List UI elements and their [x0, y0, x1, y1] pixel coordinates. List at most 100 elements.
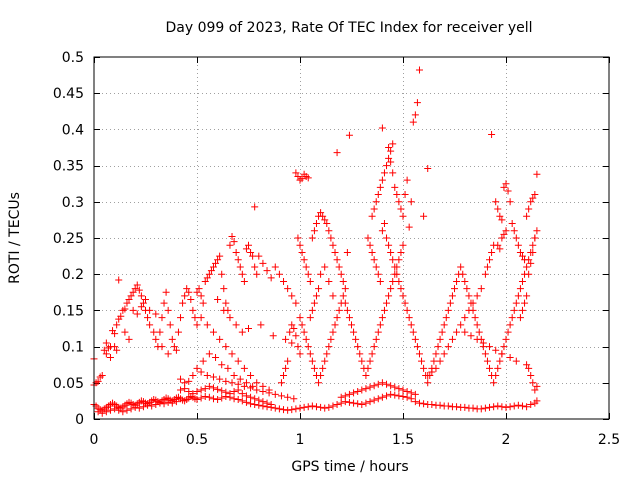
data-point [280, 277, 288, 285]
data-point [131, 403, 139, 411]
data-point [372, 263, 380, 271]
data-point [383, 234, 391, 242]
data-point [461, 403, 469, 411]
data-point [399, 393, 407, 401]
data-point [473, 335, 481, 343]
data-point [479, 339, 487, 347]
data-point [144, 401, 152, 409]
data-point [312, 403, 320, 411]
data-point [133, 310, 141, 318]
data-point [242, 392, 250, 400]
data-point [463, 285, 471, 293]
chart-title: Day 099 of 2023, Rate Of TEC Index for r… [165, 20, 532, 36]
data-point [516, 314, 524, 322]
data-point [397, 205, 405, 213]
data-point [292, 169, 300, 177]
data-point [358, 357, 366, 365]
data-point [356, 350, 364, 358]
data-point [378, 393, 386, 401]
data-point [492, 346, 500, 354]
data-point [125, 296, 133, 304]
data-point [514, 401, 522, 409]
data-point [94, 408, 102, 416]
data-point [345, 131, 353, 139]
data-point [106, 406, 114, 414]
data-point [358, 401, 366, 409]
data-point [209, 263, 217, 271]
data-point [164, 350, 172, 358]
data-point [354, 387, 362, 395]
data-point [531, 234, 539, 242]
data-point [288, 292, 296, 300]
data-point [424, 164, 432, 172]
data-point [343, 248, 351, 256]
data-point [395, 277, 403, 285]
data-point [393, 191, 401, 199]
data-point [418, 357, 426, 365]
data-point [259, 387, 267, 395]
data-point [430, 357, 438, 365]
data-point [331, 248, 339, 256]
data-point [453, 328, 461, 336]
data-point [325, 277, 333, 285]
data-point [312, 292, 320, 300]
data-point [525, 364, 533, 372]
data-point [533, 382, 541, 390]
data-point [527, 198, 535, 206]
data-point [304, 174, 312, 182]
data-point [504, 328, 512, 336]
data-point [139, 299, 147, 307]
data-point [181, 385, 189, 393]
data-point [234, 386, 242, 394]
data-point [98, 409, 106, 417]
data-point [486, 256, 494, 264]
data-point [189, 390, 197, 398]
data-point [321, 404, 329, 412]
data-point [502, 227, 510, 235]
data-point [461, 328, 469, 336]
data-point [238, 270, 246, 278]
data-point [205, 350, 213, 358]
data-point [391, 383, 399, 391]
data-point [510, 402, 518, 410]
data-point [378, 176, 386, 184]
data-point [203, 321, 211, 329]
data-point [280, 372, 288, 380]
data-point [222, 388, 230, 396]
data-point [444, 306, 452, 314]
data-point [486, 403, 494, 411]
data-point [205, 393, 213, 401]
data-point [370, 205, 378, 213]
data-point [512, 299, 520, 307]
data-point [300, 403, 308, 411]
data-point [383, 380, 391, 388]
data-point [411, 390, 419, 398]
data-point [306, 314, 314, 322]
data-point [317, 209, 325, 217]
data-point [234, 256, 242, 264]
y-tick-label: 0.2 [62, 267, 84, 283]
data-point [457, 321, 465, 329]
data-point [249, 382, 257, 390]
data-point [162, 288, 170, 296]
data-point [514, 241, 522, 249]
data-point [523, 263, 531, 271]
data-point [506, 321, 514, 329]
data-point [444, 343, 452, 351]
data-point [181, 292, 189, 300]
data-point [119, 408, 127, 416]
data-point [296, 350, 304, 358]
data-point [308, 234, 316, 242]
data-point [391, 263, 399, 271]
data-point [205, 270, 213, 278]
data-point [337, 270, 345, 278]
data-point [312, 220, 320, 228]
data-point [486, 364, 494, 372]
data-point [292, 405, 300, 413]
data-point [370, 396, 378, 404]
data-point [516, 248, 524, 256]
data-point [168, 335, 176, 343]
data-point [508, 220, 516, 228]
data-point [364, 364, 372, 372]
data-point [378, 227, 386, 235]
